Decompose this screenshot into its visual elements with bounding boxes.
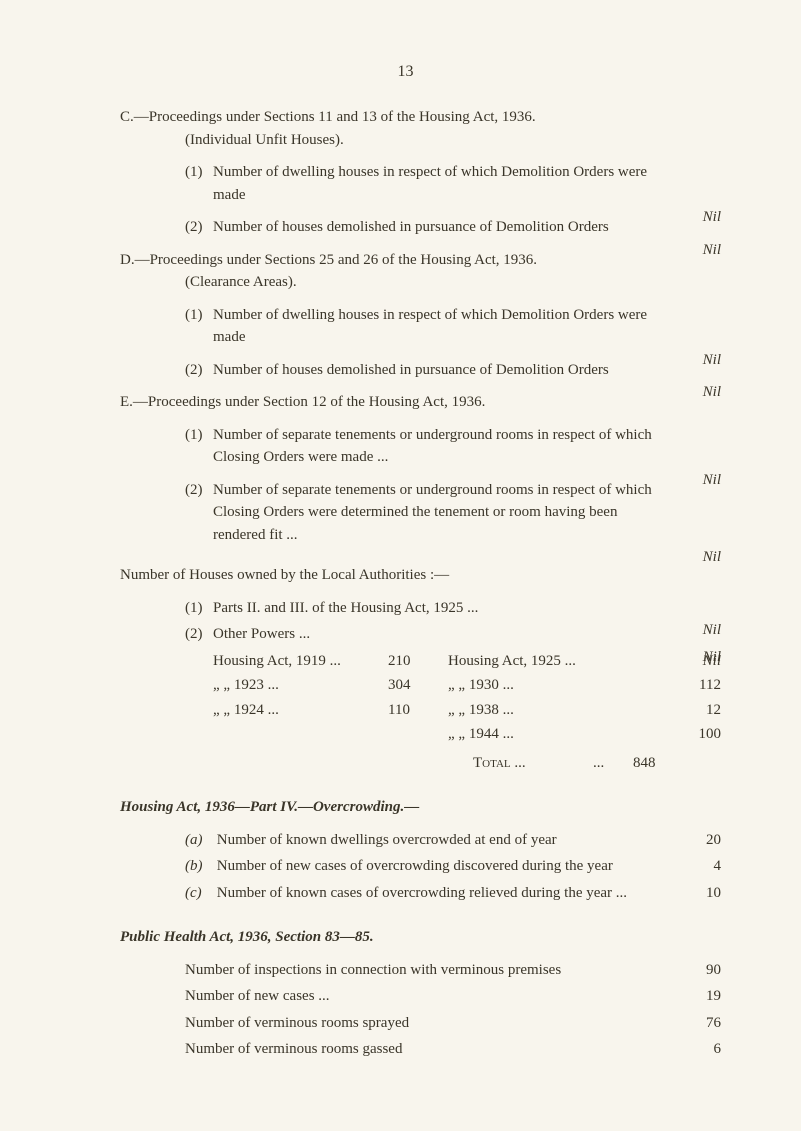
- clause-value: Nil: [703, 239, 721, 262]
- clause-number: (2): [185, 216, 203, 239]
- section-c-head: C.—Proceedings under Sections 11 and 13 …: [120, 106, 721, 129]
- cell-left-label: [213, 723, 388, 746]
- table-row: „ „ 1924 ... 110 „ „ 1938 ... 12: [213, 699, 721, 722]
- total-label: Total ...: [473, 752, 593, 775]
- section-e-head: E.—Proceedings under Section 12 of the H…: [120, 391, 721, 414]
- overcrowding-item-b: (b) Number of new cases of overcrowding …: [185, 855, 721, 878]
- heading-bold: Housing Act, 1936: [120, 799, 235, 815]
- public-health-item-1: Number of inspections in connection with…: [185, 959, 721, 982]
- section-d-head-text: D.—Proceedings under Sections 25 and 26 …: [120, 249, 537, 272]
- item-value: 90: [706, 959, 721, 982]
- clause-text: Number of separate tenements or undergro…: [213, 479, 671, 547]
- section-c-head-text: C.—Proceedings under Sections 11 and 13 …: [120, 106, 536, 129]
- section-d-item-1: (1) Number of dwelling houses in respect…: [185, 304, 721, 349]
- cell-left-val: 304: [388, 674, 448, 697]
- section-c-item-2: (2) Number of houses demolished in pursu…: [185, 216, 721, 239]
- local-auth-item-1: (1) Parts II. and III. of the Housing Ac…: [185, 597, 721, 620]
- clause-value: Nil: [703, 381, 721, 404]
- item-text: Parts II. and III. of the Housing Act, 1…: [213, 597, 671, 620]
- section-d-sub: (Clearance Areas).: [185, 271, 721, 294]
- local-auth-items: (1) Parts II. and III. of the Housing Ac…: [185, 597, 721, 646]
- clause-value: Nil: [703, 546, 721, 569]
- cell-left-label: „ „ 1923 ...: [213, 674, 388, 697]
- public-health-item-4: Number of verminous rooms gassed 6: [185, 1038, 721, 1061]
- clause-number: (1): [185, 424, 203, 447]
- cell-left-val: 110: [388, 699, 448, 722]
- item-value: 4: [714, 855, 722, 878]
- item-text: Number of verminous rooms gassed: [185, 1041, 402, 1057]
- item-text: Other Powers ...: [213, 623, 671, 646]
- section-e-item-2: (2) Number of separate tenements or unde…: [185, 479, 721, 547]
- item-text: Number of known cases of overcrowding re…: [217, 885, 627, 901]
- section-e-item-1: (1) Number of separate tenements or unde…: [185, 424, 721, 469]
- item-value: 19: [706, 985, 721, 1008]
- section-c-sub: (Individual Unfit Houses).: [185, 129, 721, 152]
- item-number: (2): [185, 623, 203, 646]
- section-c-item-1: (1) Number of dwelling houses in respect…: [185, 161, 721, 206]
- clause-number: (1): [185, 304, 203, 327]
- section-d-item-2: (2) Number of houses demolished in pursu…: [185, 359, 721, 382]
- item-text: Number of verminous rooms sprayed: [185, 1015, 409, 1031]
- local-auth-head-text: Number of Houses owned by the Local Auth…: [120, 564, 449, 587]
- public-health-item-2: Number of new cases ... 19: [185, 985, 721, 1008]
- clause-text: Number of houses demolished in pursuance…: [213, 359, 671, 382]
- clause-text: Number of separate tenements or undergro…: [213, 424, 671, 469]
- public-health-heading: Public Health Act, 1936, Section 83—85.: [120, 926, 721, 949]
- cell-left-val: 210: [388, 650, 448, 673]
- local-auth-item-2: (2) Other Powers ... Nil: [185, 623, 721, 646]
- item-text: Number of new cases ...: [185, 988, 330, 1004]
- item-text: Number of inspections in connection with…: [185, 962, 561, 978]
- table-row: „ „ 1944 ... 100: [213, 723, 721, 746]
- item-prefix: (c): [185, 882, 213, 905]
- cell-left-label: „ „ 1924 ...: [213, 699, 388, 722]
- clause-number: (2): [185, 359, 203, 382]
- section-d-head: D.—Proceedings under Sections 25 and 26 …: [120, 249, 721, 272]
- overcrowding-heading: Housing Act, 1936—Part IV.—Overcrowding.…: [120, 796, 721, 819]
- cell-right-label: Housing Act, 1925 ...: [448, 650, 638, 673]
- table-total-row: Total ... ... 848: [473, 752, 721, 775]
- item-value: 20: [706, 829, 721, 852]
- clause-text: Number of dwelling houses in respect of …: [213, 304, 671, 349]
- cell-right-val: 12: [706, 699, 721, 722]
- section-e-head-text: E.—Proceedings under Section 12 of the H…: [120, 391, 485, 414]
- item-value: 6: [714, 1038, 722, 1061]
- clause-number: (1): [185, 161, 203, 184]
- housing-act-table: Housing Act, 1919 ... 210 Housing Act, 1…: [213, 650, 721, 775]
- page-body: 13 C.—Proceedings under Sections 11 and …: [0, 0, 801, 1105]
- public-health-item-3: Number of verminous rooms sprayed 76: [185, 1012, 721, 1035]
- item-value: 76: [706, 1012, 721, 1035]
- clause-text: Number of houses demolished in pursuance…: [213, 216, 671, 239]
- table-row: „ „ 1923 ... 304 „ „ 1930 ... 112: [213, 674, 721, 697]
- cell-left-val: [388, 723, 448, 746]
- item-text: Number of new cases of overcrowding disc…: [217, 858, 613, 874]
- total-dots: ...: [593, 752, 633, 775]
- cell-right-label: „ „ 1930 ...: [448, 674, 638, 697]
- overcrowding-item-a: (a) Number of known dwellings overcrowde…: [185, 829, 721, 852]
- cell-right-val: 100: [699, 723, 722, 746]
- local-auth-head: Number of Houses owned by the Local Auth…: [120, 564, 721, 587]
- cell-right-val: 112: [699, 674, 721, 697]
- item-text: Number of known dwellings overcrowded at…: [217, 832, 557, 848]
- overcrowding-item-c: (c) Number of known cases of overcrowdin…: [185, 882, 721, 905]
- item-value: 10: [706, 882, 721, 905]
- total-value: 848: [633, 752, 656, 775]
- table-row: Housing Act, 1919 ... 210 Housing Act, 1…: [213, 650, 721, 673]
- cell-right-label: „ „ 1938 ...: [448, 699, 638, 722]
- clause-number: (2): [185, 479, 203, 502]
- item-prefix: (b): [185, 855, 213, 878]
- clause-text: Number of dwelling houses in respect of …: [213, 161, 671, 206]
- cell-right-label: „ „ 1944 ...: [448, 723, 638, 746]
- cell-left-label: Housing Act, 1919 ...: [213, 650, 388, 673]
- cell-right-val: Nil: [703, 650, 721, 673]
- item-number: (1): [185, 597, 203, 620]
- page-number: 13: [90, 60, 721, 84]
- heading-italic: —Part IV.—Overcrowding.—: [235, 799, 419, 815]
- item-prefix: (a): [185, 829, 213, 852]
